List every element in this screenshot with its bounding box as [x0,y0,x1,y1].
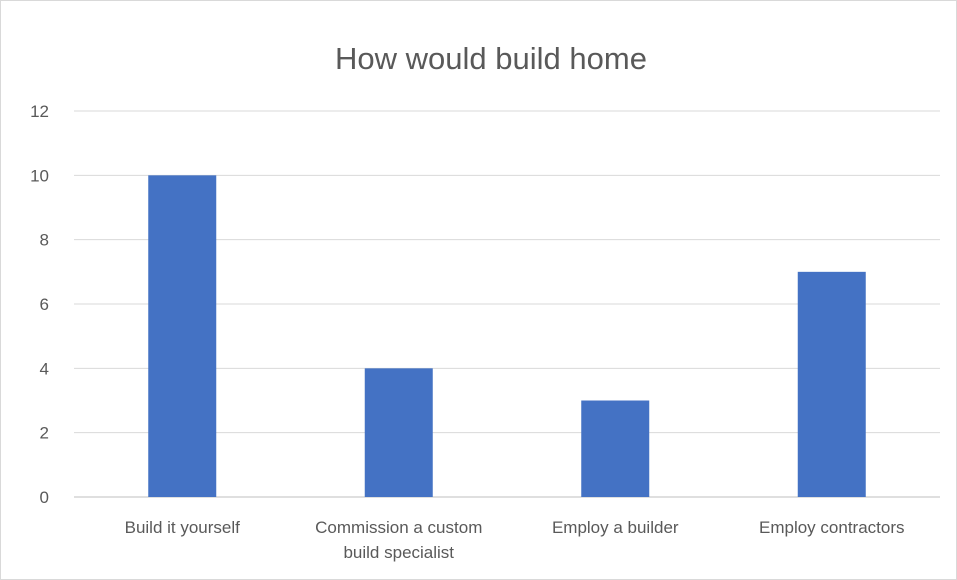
chart-title: How would build home [335,41,647,76]
bar [148,175,217,498]
y-tick-label: 10 [30,166,49,185]
x-category-label: Commission a custom [315,518,482,537]
x-category-label: Build it yourself [125,518,241,537]
y-tick-label: 6 [40,295,49,314]
bar [364,368,433,497]
bar [797,271,866,497]
y-tick-label: 2 [40,424,49,443]
x-category-label: Employ a builder [552,518,679,537]
y-tick-label: 4 [40,359,49,378]
x-category-label: Employ contractors [759,518,905,537]
y-axis-tick-labels: 0 2 4 6 8 10 12 [30,102,49,507]
x-category-label: build specialist [343,543,454,562]
bar [581,400,650,497]
x-axis-category-labels: Build it yourself Commission a custom buil… [125,518,905,562]
y-tick-label: 8 [40,231,49,250]
gridlines [74,110,940,498]
bars [148,175,866,498]
y-tick-label: 0 [40,488,49,507]
y-tick-label: 12 [30,102,49,121]
